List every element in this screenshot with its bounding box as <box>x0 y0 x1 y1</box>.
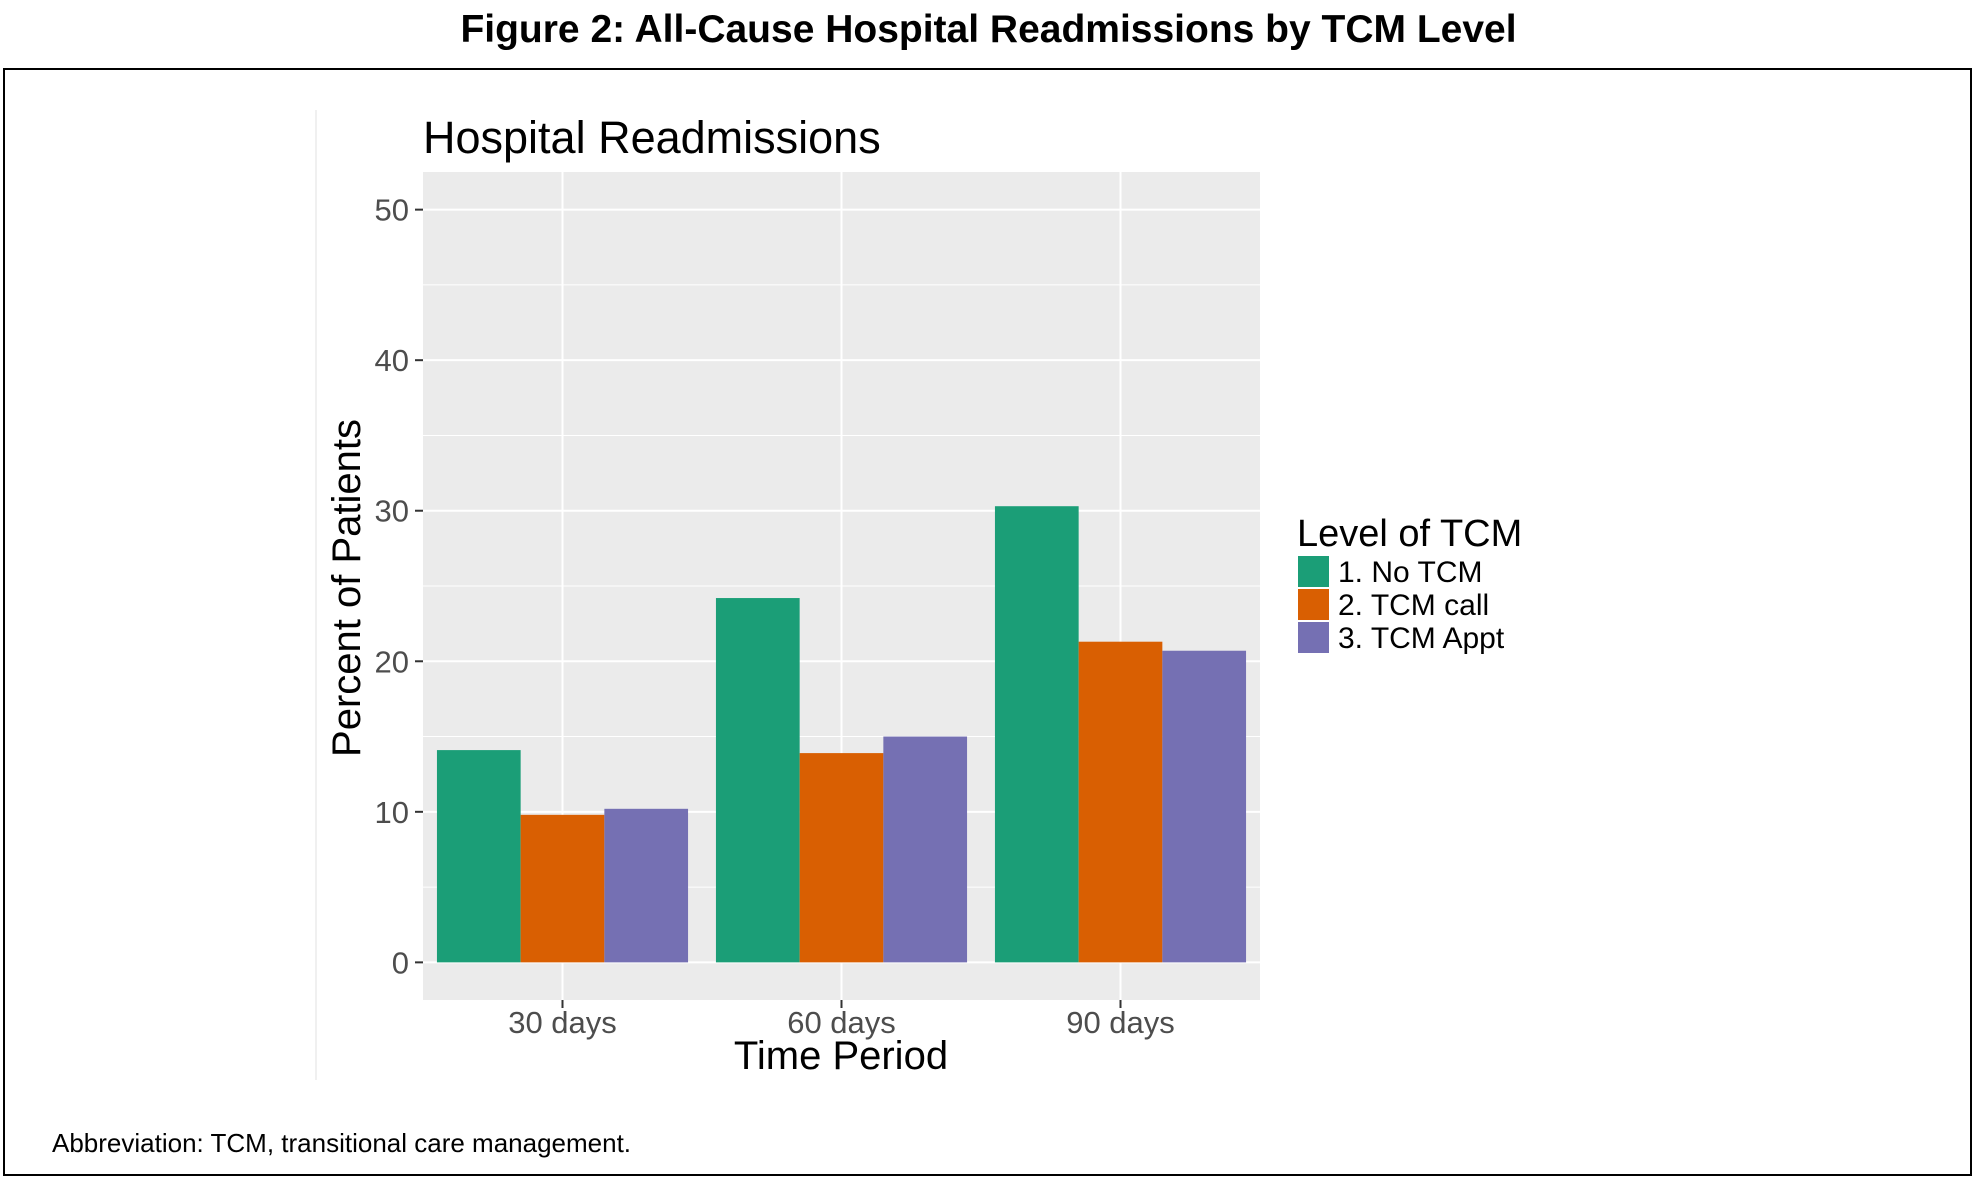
bars <box>436 506 1247 963</box>
legend-swatch <box>1298 556 1329 587</box>
figure-title: Figure 2: All-Cause Hospital Readmission… <box>460 8 1517 51</box>
x-tick-label: 90 days <box>1066 1005 1175 1040</box>
bar <box>604 808 689 963</box>
x-tick-label: 60 days <box>787 1005 896 1040</box>
y-tick-label: 10 <box>375 795 409 830</box>
x-tick-label: 30 days <box>508 1005 617 1040</box>
bar <box>994 506 1079 963</box>
y-tick-label: 20 <box>375 644 409 679</box>
legend-swatch <box>1298 622 1329 653</box>
y-axis: 0 10 20 30 40 50 <box>375 193 423 980</box>
legend-label: 2. TCM call <box>1338 589 1489 622</box>
bar <box>520 814 605 963</box>
x-axis: 30 days 60 days 90 days <box>508 1000 1175 1040</box>
legend-swatch <box>1298 589 1329 620</box>
footnote: Abbreviation: TCM, transitional care man… <box>52 1128 632 1158</box>
bar <box>883 736 968 963</box>
y-tick-label: 40 <box>375 343 409 378</box>
bar <box>799 753 884 963</box>
bar <box>436 750 521 963</box>
bar <box>1078 641 1163 963</box>
legend-label: 1. No TCM <box>1338 556 1482 589</box>
figure-frame <box>3 68 1972 1176</box>
legend-title: Level of TCM <box>1297 513 1522 555</box>
x-axis-title: Time Period <box>734 1034 948 1078</box>
bar <box>715 598 800 963</box>
y-tick-label: 0 <box>392 945 409 980</box>
bar <box>1162 650 1247 963</box>
y-tick-label: 50 <box>375 193 409 228</box>
chart-title: Hospital Readmissions <box>423 112 881 163</box>
y-tick-label: 30 <box>375 494 409 529</box>
legend-label: 3. TCM Appt <box>1338 622 1505 655</box>
y-axis-title: Percent of Patients <box>325 419 369 757</box>
